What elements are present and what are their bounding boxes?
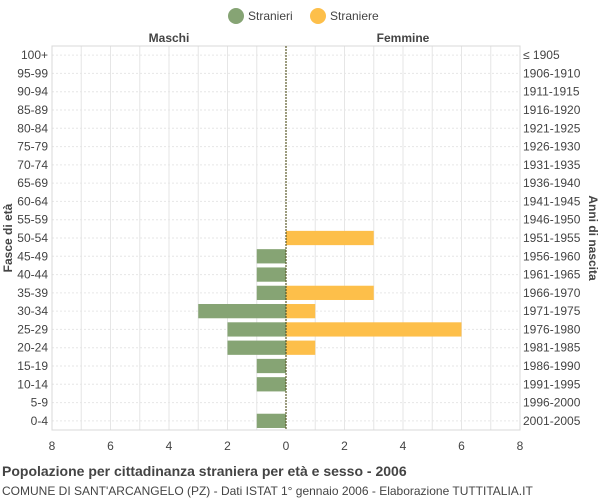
y-axis-title-right: Anni di nascita	[586, 195, 600, 281]
birth-year-label: 1971-1975	[523, 304, 581, 318]
birth-year-label: 1991-1995	[523, 377, 581, 391]
age-group-label: 30-34	[17, 304, 48, 318]
birth-year-label: 1941-1945	[523, 194, 581, 208]
x-tick-label: 0	[283, 439, 290, 453]
legend-label-straniere: Straniere	[330, 9, 379, 23]
bar-stranieri-20-24	[227, 340, 286, 355]
age-group-label: 80-84	[17, 121, 48, 135]
x-tick-label: 8	[517, 439, 524, 453]
age-group-label: 85-89	[17, 103, 48, 117]
chart-footer-title: Popolazione per cittadinanza straniera p…	[2, 463, 407, 479]
x-tick-label: 4	[166, 439, 173, 453]
birth-year-label: 1961-1965	[523, 268, 581, 282]
left-header-maschi: Maschi	[149, 31, 190, 45]
birth-year-label: 1911-1915	[523, 85, 580, 99]
bar-straniere-30-34	[286, 304, 316, 319]
legend-swatch-stranieri	[228, 8, 244, 24]
birth-year-label: 1946-1950	[523, 213, 581, 227]
age-group-label: 40-44	[17, 268, 48, 282]
age-group-label: 0-4	[31, 414, 49, 428]
y-axis-title-left: Fasce di età	[1, 203, 15, 272]
age-group-label: 20-24	[17, 341, 48, 355]
age-group-label: 65-69	[17, 176, 48, 190]
x-tick-label: 2	[224, 439, 231, 453]
age-group-label: 5-9	[31, 396, 49, 410]
bar-stranieri-45-49	[256, 249, 286, 264]
bar-stranieri-25-29	[227, 322, 286, 337]
chart-footer-subtitle: COMUNE DI SANT'ARCANGELO (PZ) - Dati IST…	[2, 484, 533, 498]
birth-year-label: 1956-1960	[523, 249, 581, 263]
bar-stranieri-15-19	[256, 358, 286, 374]
age-group-label: 70-74	[17, 158, 48, 172]
x-tick-label: 4	[400, 439, 407, 453]
birth-year-label: ≤ 1905	[523, 48, 560, 62]
birth-year-label: 1931-1935	[523, 158, 581, 172]
bar-straniere-20-24	[286, 340, 316, 355]
age-group-label: 50-54	[17, 231, 48, 245]
birth-year-label: 1981-1985	[523, 341, 581, 355]
bar-straniere-50-54	[286, 230, 374, 246]
age-group-label: 60-64	[17, 194, 48, 208]
bar-stranieri-40-44	[256, 267, 286, 282]
age-group-label: 35-39	[17, 286, 48, 300]
legend-swatch-straniere	[310, 8, 326, 24]
x-tick-label: 6	[107, 439, 114, 453]
age-group-label: 45-49	[17, 249, 48, 263]
birth-year-label: 1906-1910	[523, 66, 581, 80]
legend-label-stranieri: Stranieri	[248, 9, 293, 23]
age-group-label: 25-29	[17, 322, 48, 336]
age-group-label: 55-59	[17, 213, 48, 227]
x-tick-label: 6	[458, 439, 465, 453]
birth-year-label: 1966-1970	[523, 286, 581, 300]
age-group-label: 95-99	[17, 66, 48, 80]
birth-year-label: 1921-1925	[523, 121, 581, 135]
bar-stranieri-35-39	[256, 285, 286, 300]
bar-stranieri-0-4	[256, 413, 286, 428]
birth-year-label: 1936-1940	[523, 176, 581, 190]
age-group-label: 90-94	[17, 85, 48, 99]
bar-stranieri-30-34	[198, 304, 286, 319]
right-header-femmine: Femmine	[377, 31, 430, 45]
birth-year-label: 1951-1955	[523, 231, 581, 245]
age-group-label: 100+	[21, 48, 48, 62]
x-tick-label: 8	[49, 439, 56, 453]
bar-straniere-35-39	[286, 285, 374, 300]
birth-year-label: 1986-1990	[523, 359, 581, 373]
birth-year-label: 1916-1920	[523, 103, 581, 117]
birth-year-label: 1996-2000	[523, 396, 581, 410]
birth-year-label: 1976-1980	[523, 322, 581, 336]
birth-year-label: 2001-2005	[523, 414, 581, 428]
age-group-label: 15-19	[17, 359, 48, 373]
birth-year-label: 1926-1930	[523, 140, 581, 154]
age-group-label: 10-14	[17, 377, 48, 391]
bar-stranieri-10-14	[256, 377, 286, 392]
x-tick-label: 2	[341, 439, 348, 453]
bar-straniere-25-29	[286, 322, 462, 337]
age-group-label: 75-79	[17, 140, 48, 154]
